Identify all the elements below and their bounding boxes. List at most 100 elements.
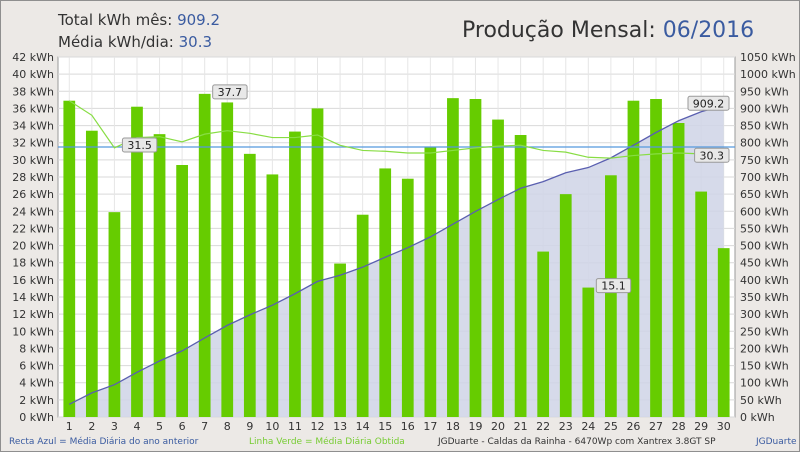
bar-day-22	[537, 251, 550, 417]
footer-brand: JGDuarte	[756, 437, 797, 447]
y-left-tick-label: 20 kWh	[12, 240, 54, 253]
bar-day-29	[695, 191, 708, 417]
total-kwh-value: 909.2	[177, 11, 221, 29]
y-right-tick-label: 150 kWh	[740, 360, 789, 373]
x-tick-label: 28	[672, 420, 686, 433]
x-tick-label: 11	[288, 420, 302, 433]
x-tick-label: 16	[401, 420, 415, 433]
y-right-tick-label: 650 kWh	[740, 188, 789, 201]
bar-day-20	[492, 119, 504, 418]
x-tick-label: 7	[201, 420, 208, 433]
annotation-label: 31.5	[127, 139, 152, 152]
bar-day-15	[379, 168, 392, 417]
y-right-tick-label: 200 kWh	[740, 342, 789, 355]
bar-day-1	[63, 100, 76, 417]
y-left-tick-label: 36 kWh	[12, 102, 54, 115]
y-left-tick-label: 18 kWh	[12, 257, 54, 270]
total-kwh-label: Total kWh mês:	[58, 11, 173, 29]
y-left-tick-label: 34 kWh	[12, 120, 54, 133]
bar-day-4	[131, 106, 143, 417]
y-right-tick-label: 950 kWh	[740, 85, 789, 98]
x-tick-label: 4	[133, 420, 140, 433]
bar-day-24	[582, 287, 595, 417]
y-left-tick-label: 2 kWh	[19, 394, 54, 407]
y-right-tick-label: 800 kWh	[740, 137, 789, 150]
x-tick-label: 8	[224, 420, 231, 433]
bar-day-18	[447, 98, 459, 418]
y-right-tick-label: 400 kWh	[740, 274, 789, 287]
x-tick-label: 29	[694, 420, 708, 433]
y-right-tick-label: 0 kWh	[740, 411, 775, 424]
y-right-tick-label: 900 kWh	[740, 102, 789, 115]
annotation-label: 37.7	[218, 86, 243, 99]
x-tick-label: 23	[559, 420, 573, 433]
bar-day-2	[85, 130, 98, 417]
y-left-tick-label: 8 kWh	[19, 342, 54, 355]
bar-day-5	[153, 134, 166, 417]
y-right-tick-label: 500 kWh	[740, 240, 789, 253]
y-right-tick-label: 1000 kWh	[740, 68, 796, 81]
x-tick-label: 1	[66, 420, 73, 433]
running-avg-line	[68, 100, 724, 159]
x-tick-label: 21	[514, 420, 528, 433]
y-right-tick-label: 300 kWh	[740, 308, 789, 321]
y-left-tick-label: 22 kWh	[12, 222, 54, 235]
bar-day-6	[176, 165, 188, 417]
bar-day-28	[672, 123, 685, 417]
avg-kwh-label: Média kWh/dia:	[58, 33, 174, 51]
x-tick-label: 22	[536, 420, 550, 433]
y-left-tick-label: 38 kWh	[12, 85, 54, 98]
y-right-tick-label: 350 kWh	[740, 291, 789, 304]
x-tick-label: 24	[581, 420, 595, 433]
y-right-tick-label: 700 kWh	[740, 171, 789, 184]
y-right-tick-label: 750 kWh	[740, 154, 789, 167]
y-left-tick-label: 28 kWh	[12, 171, 54, 184]
bar-day-12	[311, 108, 324, 417]
annotation-box	[121, 137, 158, 153]
footer-site-info: JGDuarte - Caldas da Rainha - 6470Wp com…	[438, 437, 716, 447]
y-right-tick-label: 850 kWh	[740, 120, 789, 133]
y-right-tick-label: 100 kWh	[740, 377, 789, 390]
y-left-tick-label: 14 kWh	[12, 291, 54, 304]
annotation-box	[687, 95, 730, 111]
bar-day-8	[221, 102, 234, 417]
bar-day-23	[559, 194, 572, 417]
x-tick-label: 6	[179, 420, 186, 433]
x-tick-label: 12	[311, 420, 325, 433]
x-tick-label: 26	[626, 420, 640, 433]
y-left-tick-label: 16 kWh	[12, 274, 54, 287]
total-kwh-line: Total kWh mês: 909.2	[58, 11, 220, 29]
x-tick-label: 17	[423, 420, 437, 433]
bar-day-10	[266, 174, 279, 417]
y-right-tick-label: 600 kWh	[740, 205, 789, 218]
x-tick-label: 13	[333, 420, 347, 433]
bar-day-21	[514, 135, 527, 417]
annotation-box	[595, 278, 632, 294]
x-tick-label: 20	[491, 420, 505, 433]
annotation-label: 909.2	[693, 97, 725, 110]
chart-title-label: Produção Mensal:	[462, 18, 656, 43]
y-right-tick-label: 550 kWh	[740, 222, 789, 235]
x-tick-label: 15	[378, 420, 392, 433]
chart-title-period: 06/2016	[662, 18, 755, 43]
bar-day-13	[334, 263, 346, 417]
x-tick-label: 14	[356, 420, 370, 433]
y-left-tick-label: 30 kWh	[12, 154, 54, 167]
bar-day-14	[356, 214, 369, 417]
bar-day-7	[198, 93, 211, 417]
x-tick-label: 19	[468, 420, 482, 433]
y-left-tick-label: 42 kWh	[12, 51, 54, 64]
bar-day-3	[108, 212, 121, 417]
y-left-tick-label: 12 kWh	[12, 308, 54, 321]
x-tick-label: 9	[246, 420, 253, 433]
x-tick-label: 30	[717, 420, 731, 433]
y-left-tick-label: 10 kWh	[12, 325, 54, 338]
x-tick-label: 27	[649, 420, 663, 433]
x-tick-label: 18	[446, 420, 460, 433]
y-left-tick-label: 26 kWh	[12, 188, 54, 201]
x-tick-label: 25	[604, 420, 618, 433]
x-tick-label: 2	[88, 420, 95, 433]
avg-kwh-value: 30.3	[178, 33, 213, 51]
